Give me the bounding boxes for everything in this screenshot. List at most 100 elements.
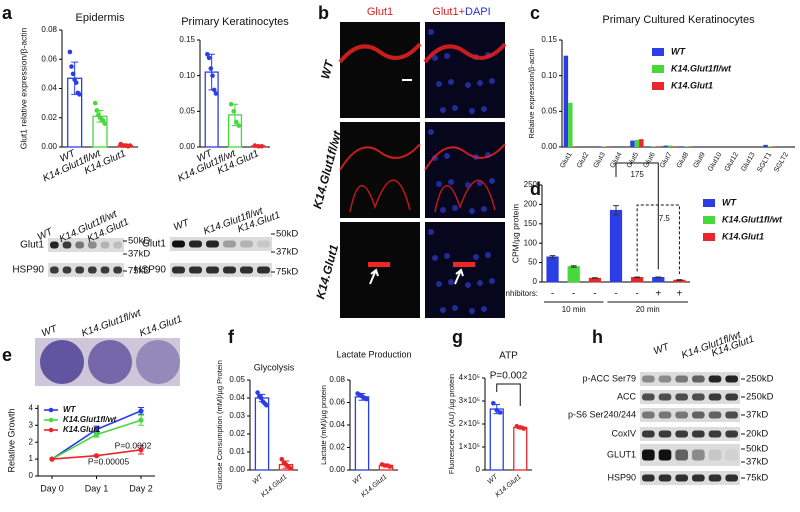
error-bar — [634, 276, 641, 279]
data-point — [364, 396, 369, 402]
x-tick-label: Glut9 — [692, 151, 706, 169]
stain — [368, 262, 390, 267]
blot-row-label: Glut1 — [20, 240, 44, 251]
data-point — [206, 55, 212, 61]
nucleus — [440, 207, 446, 213]
nucleus — [436, 281, 442, 287]
data-point — [77, 92, 82, 97]
group-label: 20 min — [636, 305, 660, 314]
bar — [354, 396, 370, 471]
blot-band — [692, 411, 705, 419]
y-tick-label: 0.00 — [541, 142, 557, 151]
y-tick-label: 1 — [29, 454, 34, 463]
blot-band — [257, 240, 270, 248]
x-tick-label: Glut8 — [676, 151, 690, 169]
blot-band — [240, 266, 253, 274]
data-point — [93, 453, 100, 459]
plate-label: K14.Glut1fl/wt — [80, 307, 143, 339]
nucleus — [477, 280, 483, 286]
row-label: WT — [318, 57, 337, 80]
plate — [40, 340, 84, 384]
y-tick-label: 150 — [524, 219, 538, 228]
blot-band — [725, 375, 738, 383]
bar — [630, 140, 635, 147]
nucleus — [489, 278, 495, 284]
panel-label: h — [592, 327, 603, 347]
bar — [596, 146, 602, 147]
arrow — [369, 268, 379, 285]
nucleus — [452, 205, 458, 211]
blot-row-label: ACC — [617, 391, 637, 401]
y-tick-label: 0.02 — [329, 443, 345, 452]
inhibitor-sign: - — [572, 289, 575, 300]
arrow — [454, 268, 464, 285]
data-point — [94, 108, 100, 113]
bar — [546, 256, 559, 283]
size-marker: 50kD — [128, 236, 150, 247]
bar — [609, 209, 623, 283]
annotation: P=0.00005 — [88, 456, 130, 466]
inhibitor-sign: - — [593, 289, 596, 300]
y-tick-label: 4 — [29, 403, 34, 412]
legend-label: K14.Glut1 — [722, 231, 764, 241]
y-tick-label: 2 — [29, 437, 34, 446]
nucleus — [444, 53, 450, 59]
y-axis-label: Relative Growth — [6, 408, 16, 472]
inhibitor-sign: - — [614, 289, 617, 300]
y-axis-label: Glut1 relative expression/β-actin — [18, 27, 28, 149]
nucleus — [436, 81, 442, 87]
nucleus — [432, 55, 438, 61]
data-point — [69, 64, 74, 69]
stain — [424, 143, 506, 171]
y-tick-label: 0.04 — [329, 420, 345, 429]
blot-band — [658, 411, 672, 419]
blot-band — [658, 393, 672, 401]
blot-band — [172, 240, 185, 248]
y-tick-label: 0 — [533, 277, 538, 286]
blot-band — [658, 375, 672, 383]
y-tick-label: 0 — [476, 465, 481, 474]
nucleus — [448, 79, 454, 85]
data-point — [211, 87, 217, 93]
nucleus — [473, 254, 479, 260]
micrograph — [340, 122, 420, 218]
blot-row-label: GLUT1 — [607, 449, 636, 459]
nucleus — [489, 78, 495, 84]
size-marker: 20kD — [746, 429, 768, 440]
panel-label: b — [318, 3, 329, 23]
micrograph — [425, 22, 505, 118]
data-point — [279, 456, 285, 462]
column-title: Glut1 — [367, 6, 393, 18]
data-point — [228, 101, 234, 107]
blot-band — [100, 266, 110, 274]
blot-band — [708, 375, 722, 383]
blot-band — [223, 266, 236, 274]
legend-swatch — [48, 407, 54, 413]
bar — [489, 408, 504, 471]
x-tick-label: K14.Glut1 — [360, 474, 388, 499]
legend-label: K14.Glut1fl/wt — [722, 214, 783, 224]
blot-band — [189, 266, 202, 274]
blot-band — [675, 474, 688, 482]
blot-row-label: p-S6 Ser240/244 — [568, 409, 636, 419]
nucleus — [477, 80, 483, 86]
column-title: DAPI — [465, 6, 491, 18]
blot-band — [642, 393, 655, 401]
bracket — [615, 162, 659, 270]
legend-label: WT — [63, 405, 77, 414]
blot-strip — [48, 263, 124, 277]
inhibitor-sign: - — [635, 289, 638, 300]
legend-label: WT — [671, 46, 686, 56]
blot-band — [725, 474, 738, 482]
blot-strip — [640, 427, 740, 441]
stain — [349, 179, 411, 213]
legend-swatch — [703, 216, 715, 224]
bar — [605, 146, 611, 147]
blot-band — [62, 241, 72, 249]
size-marker: 50kD — [276, 229, 298, 240]
data-point — [92, 100, 98, 106]
data-point — [210, 73, 215, 78]
nucleus — [436, 181, 442, 187]
x-tick-label: Day 1 — [85, 483, 109, 493]
legend-label: K14.Glut1fl/wt — [671, 63, 732, 73]
